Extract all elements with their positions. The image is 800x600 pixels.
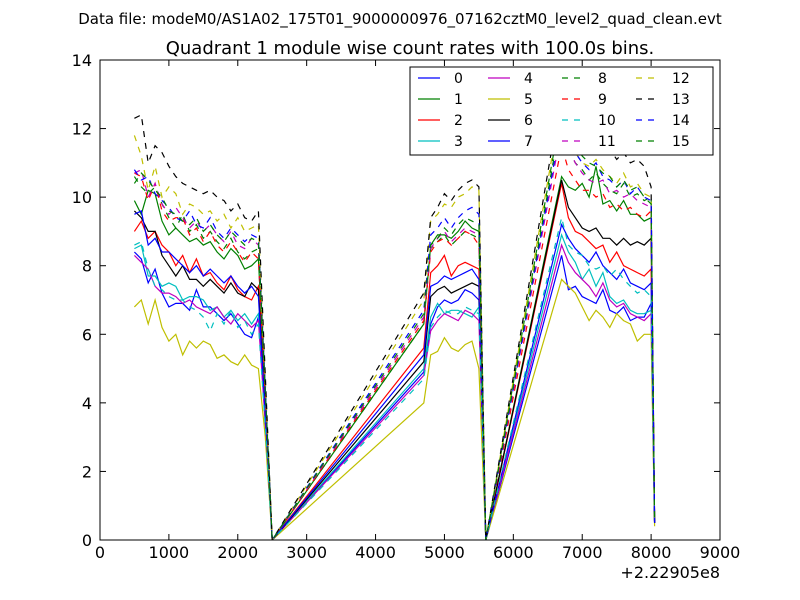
plot-area: 0 1000 2000 3000 4000 5000 6000 7000 8000 9000 0 2 4… xyxy=(72,51,741,562)
legend-label-1: 1 xyxy=(454,92,463,108)
chart-title: Quadrant 1 module wise count rates with … xyxy=(166,38,655,59)
legend-label-12: 12 xyxy=(672,71,690,87)
series-layer xyxy=(133,90,656,540)
y-tick-label: 8 xyxy=(82,257,92,276)
legend-label-3: 3 xyxy=(454,134,463,150)
x-tick-label: 8000 xyxy=(631,543,672,562)
legend-frame xyxy=(409,66,714,156)
legend-label-7: 7 xyxy=(524,134,533,150)
series-line-8 xyxy=(133,107,656,540)
series-line-10 xyxy=(134,217,656,540)
axes-frame xyxy=(99,59,721,541)
legend-label-0: 0 xyxy=(454,71,463,87)
x-tick-label: 2000 xyxy=(217,543,258,562)
legend-label-9: 9 xyxy=(598,92,607,108)
legend-label-4: 4 xyxy=(524,71,533,87)
x-offset-label: +2.22905e8 xyxy=(620,563,720,582)
legend-label-8: 8 xyxy=(598,71,607,87)
y-tick-label: 10 xyxy=(72,188,92,207)
x-tick-label: 6000 xyxy=(493,543,534,562)
series-line-4 xyxy=(133,243,656,540)
series-line-7 xyxy=(134,210,656,540)
legend-label-15: 15 xyxy=(672,134,690,150)
series-line-5 xyxy=(133,278,656,540)
x-tick-label: 0 xyxy=(95,543,105,562)
legend-label-14: 14 xyxy=(672,113,690,129)
legend-label-13: 13 xyxy=(672,92,690,108)
series-line-3 xyxy=(134,232,656,540)
x-tick-label: 9000 xyxy=(700,543,741,562)
series-line-1 xyxy=(133,166,656,540)
series-line-14 xyxy=(133,119,656,540)
y-tick-label: 2 xyxy=(82,462,92,481)
legend-label-10: 10 xyxy=(598,113,616,129)
y-tick-label: 6 xyxy=(82,325,92,344)
series-line-6 xyxy=(133,179,656,540)
x-tick-label: 7000 xyxy=(562,543,603,562)
y-tick-label: 14 xyxy=(72,51,92,70)
suptitle: Data file: modeM0/AS1A02_175T01_90000009… xyxy=(78,10,722,29)
y-tick-label: 12 xyxy=(72,120,92,139)
series-line-13 xyxy=(134,90,656,540)
x-tick-label: 5000 xyxy=(424,543,465,562)
legend-label-6: 6 xyxy=(524,113,533,129)
x-tick-label: 3000 xyxy=(286,543,327,562)
legend-label-11: 11 xyxy=(598,134,616,150)
ticks-layer: 0 1000 2000 3000 4000 5000 6000 7000 8000 9000 0 2 4… xyxy=(72,51,741,562)
y-tick-label: 4 xyxy=(82,394,92,413)
series-line-0 xyxy=(133,251,656,540)
legend-label-2: 2 xyxy=(454,113,463,129)
legend-label-5: 5 xyxy=(524,92,533,108)
y-tick-label: 0 xyxy=(82,531,92,550)
series-line-11 xyxy=(134,128,656,540)
x-tick-label: 1000 xyxy=(149,543,190,562)
x-tick-label: 4000 xyxy=(355,543,396,562)
series-line-2 xyxy=(133,183,656,540)
